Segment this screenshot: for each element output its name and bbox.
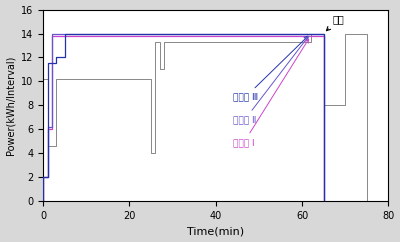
- Text: 일반: 일반: [326, 14, 344, 31]
- Text: 최적화 Ⅰ: 최적화 Ⅰ: [233, 39, 309, 147]
- Text: 최적화 Ⅱ: 최적화 Ⅱ: [233, 37, 308, 124]
- X-axis label: Time(min): Time(min): [187, 227, 244, 236]
- Y-axis label: Power(kWh/Interval): Power(kWh/Interval): [6, 56, 16, 155]
- Text: 최적화 Ⅲ: 최적화 Ⅲ: [233, 36, 308, 101]
